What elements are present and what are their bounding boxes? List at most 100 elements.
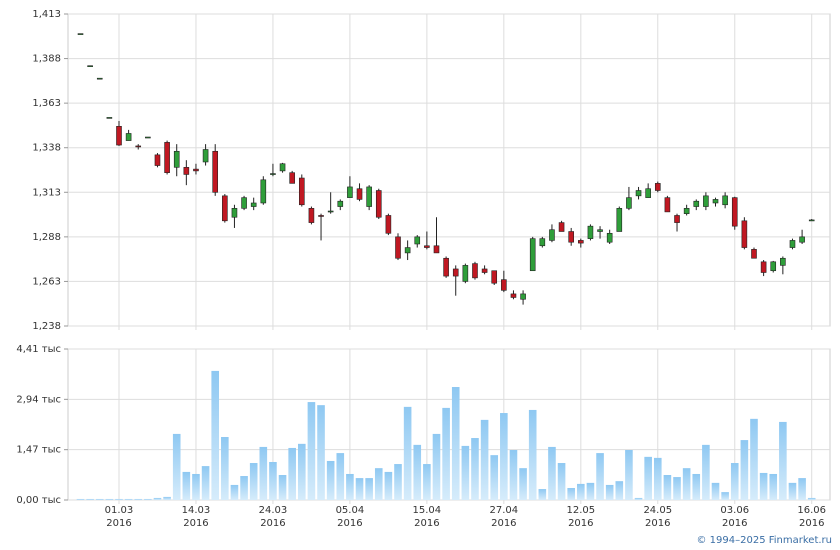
x-tick-label: 05.04 2016 bbox=[335, 505, 365, 529]
y-tick-label: 1,313 bbox=[32, 187, 61, 198]
volume-bar bbox=[163, 496, 171, 500]
candle-body bbox=[212, 150, 219, 193]
candle-body bbox=[193, 168, 199, 172]
volume-bar bbox=[230, 484, 239, 500]
volume-bar bbox=[615, 481, 624, 500]
x-tick-label: 16.06 2016 bbox=[797, 505, 827, 529]
volume-bar bbox=[240, 476, 248, 500]
volume-bar bbox=[750, 418, 758, 500]
volume-bar bbox=[374, 468, 383, 500]
candle-body bbox=[241, 197, 247, 209]
volume-bar bbox=[336, 453, 345, 500]
candle-body bbox=[318, 215, 324, 217]
candle-body bbox=[173, 150, 180, 168]
candle-body bbox=[606, 232, 613, 243]
candle-body bbox=[337, 200, 344, 207]
candle-body bbox=[741, 220, 748, 248]
volume-bar bbox=[201, 466, 210, 500]
volume-bar bbox=[730, 463, 739, 500]
y-tick-label: 1,388 bbox=[32, 54, 61, 65]
y-tick-label: 1,47 тыс bbox=[16, 445, 61, 456]
volume-bar bbox=[105, 498, 114, 500]
candle-body bbox=[77, 33, 84, 35]
candle-body bbox=[481, 268, 488, 273]
volume-bar bbox=[249, 463, 258, 500]
candle-body bbox=[135, 145, 142, 148]
copyright: © 1994–2025 Finmarket.ru bbox=[696, 535, 832, 546]
y-tick-label: 1,363 bbox=[32, 98, 61, 109]
volume-bar bbox=[384, 471, 393, 500]
x-tick-label: 12.05 2016 bbox=[566, 505, 596, 529]
volume-bar bbox=[172, 433, 181, 500]
candle-body bbox=[433, 245, 440, 254]
volume-bar bbox=[577, 483, 585, 500]
volume-bar bbox=[471, 438, 479, 500]
volume-bar bbox=[297, 443, 306, 500]
candle-body bbox=[289, 172, 295, 184]
y-tick-label: 1,263 bbox=[32, 276, 61, 287]
volume-bar bbox=[413, 444, 422, 500]
volume-bar bbox=[259, 446, 268, 500]
volume-bar bbox=[394, 464, 402, 500]
volume-bar bbox=[702, 444, 710, 500]
candle-body bbox=[578, 240, 584, 244]
candle-body bbox=[395, 236, 401, 259]
volume-bar bbox=[509, 450, 518, 500]
x-tick-label: 27.04 2016 bbox=[489, 505, 519, 529]
candle-body bbox=[366, 186, 372, 207]
volume-bar bbox=[480, 419, 489, 500]
candle-body bbox=[510, 293, 517, 298]
candle-body bbox=[298, 177, 305, 206]
volume-bar bbox=[673, 477, 681, 500]
volume-bar bbox=[269, 461, 277, 500]
candle-body bbox=[164, 142, 170, 173]
candle-body bbox=[250, 202, 257, 207]
candle-body bbox=[683, 208, 690, 214]
volume-bar bbox=[432, 433, 441, 500]
candle-body bbox=[279, 163, 286, 172]
volume-bar bbox=[317, 405, 325, 500]
volume-bar bbox=[423, 464, 431, 500]
candle-body bbox=[183, 167, 190, 175]
candle-body bbox=[664, 197, 671, 213]
volume-bar bbox=[682, 468, 691, 500]
volume-bar bbox=[692, 473, 701, 500]
volume-bar bbox=[586, 482, 595, 500]
candle-body bbox=[452, 268, 459, 277]
volume-bar bbox=[365, 478, 373, 500]
volume-bar bbox=[528, 409, 537, 500]
candle-body bbox=[260, 179, 267, 204]
candle-body bbox=[645, 188, 651, 198]
y-tick-label: 1,238 bbox=[32, 321, 61, 332]
candle-body bbox=[520, 293, 526, 300]
volume-bar bbox=[115, 498, 123, 500]
candle-body bbox=[116, 126, 122, 146]
candle-body bbox=[539, 238, 546, 247]
volume-bar bbox=[182, 471, 191, 500]
candle-body bbox=[125, 133, 132, 141]
x-tick-label: 14.03 2016 bbox=[181, 505, 211, 529]
volume-bar bbox=[95, 498, 104, 500]
y-tick-label: 1,288 bbox=[32, 232, 61, 243]
candle-body bbox=[424, 245, 430, 248]
volume-bar bbox=[759, 472, 768, 500]
volume-bar bbox=[644, 456, 652, 500]
volume-bar bbox=[798, 478, 806, 500]
candle-body bbox=[222, 195, 228, 222]
candle-body bbox=[529, 238, 536, 272]
candle-body bbox=[385, 215, 392, 234]
candle-body bbox=[145, 136, 151, 139]
candle-body bbox=[327, 210, 334, 213]
volume-bar bbox=[124, 498, 133, 500]
volume-bar bbox=[500, 413, 508, 500]
volume-bar bbox=[221, 436, 229, 500]
candle-body bbox=[799, 236, 805, 243]
candle-body bbox=[491, 270, 498, 284]
candle-body bbox=[712, 199, 719, 204]
volume-bar bbox=[567, 488, 575, 500]
candle-body bbox=[780, 257, 786, 266]
volume-bar bbox=[519, 468, 527, 500]
candle-body bbox=[568, 231, 574, 243]
